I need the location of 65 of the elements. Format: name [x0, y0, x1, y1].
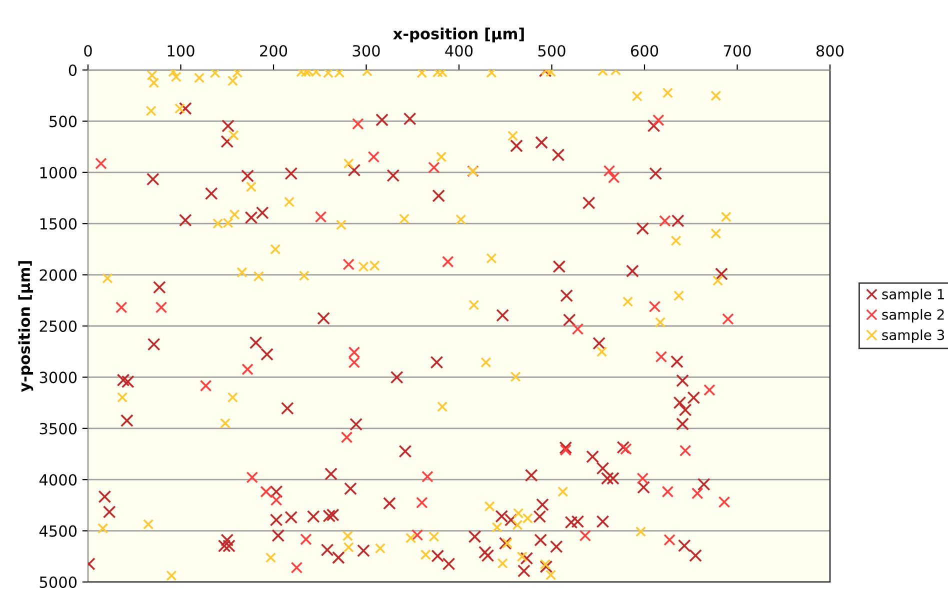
point [560, 444, 572, 456]
legend-label: sample 3 [882, 329, 944, 343]
y-tick-label: 1500 [40, 218, 77, 230]
x-tick-label: 100 [168, 45, 194, 57]
point [662, 486, 674, 498]
x-tick-label: 600 [630, 45, 658, 57]
point [348, 346, 360, 358]
x-tick-label: 500 [538, 45, 566, 57]
y-tick-label: 4500 [39, 525, 77, 537]
point [200, 380, 212, 392]
y-tick-label: 2500 [40, 320, 77, 332]
y-tick-label: 3500 [40, 422, 77, 434]
point [95, 158, 107, 170]
point [368, 150, 380, 163]
y-tick-label: 4000 [39, 474, 77, 486]
point [679, 444, 692, 457]
point [579, 530, 592, 542]
y-tick-label: 0 [68, 64, 77, 76]
point [664, 534, 676, 546]
legend-label: sample 1 [882, 288, 944, 302]
point [348, 356, 360, 368]
point [411, 529, 424, 541]
point [416, 496, 428, 509]
point [572, 323, 584, 335]
x-tick-label: 400 [445, 45, 473, 57]
point [342, 258, 355, 270]
point [718, 496, 730, 508]
x-axis-title: x-position [µm] [393, 28, 524, 42]
point [655, 350, 668, 363]
point [648, 300, 661, 313]
y-tick-label: 500 [50, 116, 77, 128]
point [652, 114, 664, 126]
point [115, 301, 128, 314]
x-tick-label: 800 [816, 45, 844, 57]
point [722, 313, 734, 325]
point [691, 487, 704, 500]
point [608, 172, 620, 184]
legend-label: sample 2 [882, 309, 944, 322]
point [300, 533, 312, 546]
point [270, 494, 282, 506]
point [314, 210, 327, 223]
point [603, 164, 616, 177]
point [242, 363, 254, 376]
x-tick-label: 0 [84, 45, 92, 57]
point [428, 162, 440, 174]
point [636, 472, 649, 484]
x-tick-label: 300 [352, 45, 380, 57]
x-tick-label: 200 [260, 45, 288, 57]
point [620, 443, 632, 455]
y-tick-label: 1000 [40, 166, 77, 178]
point [290, 562, 303, 574]
y-tick-label: 3000 [40, 372, 77, 384]
point [704, 384, 716, 396]
point [442, 256, 454, 268]
point [155, 301, 168, 314]
x-tick-label: 700 [724, 45, 751, 57]
point [340, 431, 353, 444]
point [658, 214, 671, 227]
point [352, 118, 364, 130]
y-tick-label: 5000 [40, 576, 77, 588]
y-tick-label: 2000 [40, 269, 77, 281]
point [246, 471, 258, 484]
point [422, 470, 434, 483]
y-axis-title: y-position [µm] [18, 261, 34, 392]
point [260, 486, 272, 498]
